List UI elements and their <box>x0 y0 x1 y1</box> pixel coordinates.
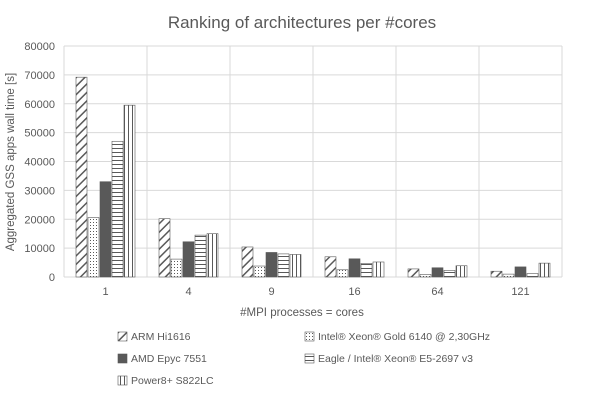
bar <box>455 265 468 278</box>
bar <box>360 263 373 278</box>
bar <box>502 273 515 278</box>
y-tick-label: 40000 <box>24 157 55 169</box>
bar <box>277 253 290 278</box>
bar <box>336 269 349 278</box>
y-tick-label: 50000 <box>24 128 55 140</box>
legend-swatch <box>117 331 128 342</box>
legend-swatch <box>304 331 315 342</box>
x-tick-label: 1 <box>102 286 108 298</box>
legend-label: Intel® Xeon® Gold 6140 @ 2,30GHz <box>318 331 490 343</box>
bar <box>253 265 266 278</box>
bar <box>348 258 361 278</box>
bar <box>431 267 444 278</box>
bar <box>111 140 124 278</box>
bar <box>407 268 420 278</box>
x-tick-label: 4 <box>185 286 191 298</box>
chart-title: Ranking of architectures per #cores <box>168 13 436 32</box>
bar <box>526 273 539 278</box>
bar <box>158 218 171 278</box>
legend: ARM Hi1616 Intel® Xeon® Gold 6140 @ 2,30G… <box>117 331 490 387</box>
legend-label: Power8+ S822LC <box>131 375 214 387</box>
y-axis-ticks: 0 10000 20000 30000 40000 50000 60000 70000 8000… <box>24 41 55 284</box>
bar <box>194 234 207 278</box>
bar <box>170 258 183 278</box>
bar <box>514 266 527 278</box>
y-axis-title: Aggregated GSS apps wall time [s] <box>5 73 17 251</box>
bar <box>443 270 456 278</box>
bar <box>99 181 112 278</box>
bar <box>372 261 385 278</box>
bar <box>490 270 503 278</box>
legend-label: AMD Epyc 7551 <box>131 353 207 365</box>
y-tick-label: 0 <box>49 272 55 284</box>
legend-label: ARM Hi1616 <box>131 331 191 343</box>
y-tick-label: 10000 <box>24 243 55 255</box>
legend-swatch <box>117 375 128 386</box>
y-tick-label: 80000 <box>24 41 55 53</box>
bar <box>538 262 551 278</box>
bar <box>87 217 100 278</box>
bar <box>206 233 219 278</box>
y-tick-label: 60000 <box>24 99 55 111</box>
gridlines <box>63 45 563 278</box>
x-axis-title: #MPI processes = cores <box>240 307 364 319</box>
y-tick-label: 70000 <box>24 70 55 82</box>
bar <box>241 246 254 278</box>
legend-label: Eagle / Intel® Xeon® E5-2697 v3 <box>318 353 473 365</box>
bar <box>289 254 302 278</box>
legend-swatch <box>117 353 128 364</box>
x-tick-label: 16 <box>348 286 360 298</box>
bar <box>265 252 278 278</box>
x-tick-label: 64 <box>431 286 443 298</box>
y-tick-label: 30000 <box>24 185 55 197</box>
bar <box>419 274 432 278</box>
bar <box>324 256 337 278</box>
bar <box>182 241 195 278</box>
x-tick-label: 9 <box>268 286 274 298</box>
bar <box>123 104 136 278</box>
bars <box>75 76 551 278</box>
y-tick-label: 20000 <box>24 214 55 226</box>
x-tick-label: 121 <box>511 286 529 298</box>
x-axis-ticks: 1 4 9 16 64 121 <box>102 286 529 298</box>
legend-swatch <box>304 353 315 364</box>
bar <box>75 76 88 278</box>
